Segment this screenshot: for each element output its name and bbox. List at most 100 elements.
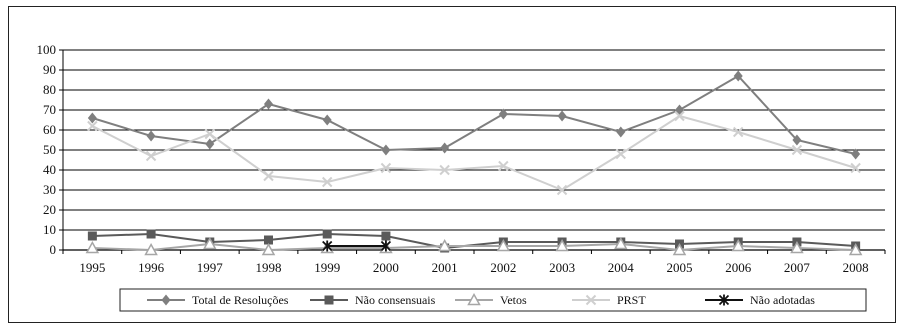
data-point bbox=[557, 110, 567, 122]
data-point bbox=[87, 120, 98, 132]
data-point bbox=[380, 162, 392, 174]
data-point bbox=[144, 242, 158, 256]
data-point bbox=[614, 236, 628, 250]
data-point bbox=[204, 128, 215, 140]
y-tick-label: 10 bbox=[43, 222, 56, 237]
series-line bbox=[92, 74, 856, 155]
marker-stroke bbox=[850, 162, 861, 174]
data-point bbox=[322, 176, 333, 188]
data-point bbox=[145, 150, 157, 162]
data-point bbox=[733, 126, 744, 138]
data-point bbox=[322, 114, 332, 126]
data-point bbox=[791, 144, 803, 156]
data-point bbox=[731, 238, 745, 252]
marker-stroke bbox=[733, 126, 744, 138]
data-point bbox=[850, 162, 861, 174]
legend-marker bbox=[161, 294, 171, 306]
data-point bbox=[440, 142, 450, 154]
x-tick-label: 2000 bbox=[373, 260, 399, 275]
marker-stroke bbox=[556, 184, 568, 196]
y-axis: 0 10 20 30 40 50 60 70 80 90 100 bbox=[37, 42, 64, 257]
marker-stroke bbox=[498, 160, 509, 172]
data-point bbox=[733, 70, 743, 82]
data-point bbox=[146, 130, 156, 142]
legend-label: Não adotadas bbox=[750, 293, 815, 307]
x-tick-label: 1997 bbox=[197, 260, 224, 275]
legend-item: Vetos bbox=[455, 292, 527, 307]
legend-label: Total de Resoluções bbox=[192, 293, 289, 307]
data-point bbox=[790, 240, 804, 254]
y-tick-label: 60 bbox=[43, 122, 56, 137]
data-point bbox=[146, 229, 156, 239]
data-point bbox=[205, 138, 215, 150]
data-point bbox=[87, 231, 97, 241]
legend-label: Vetos bbox=[500, 293, 527, 307]
x-tick-label: 2004 bbox=[608, 260, 635, 275]
x-tick-label: 1995 bbox=[79, 260, 105, 275]
data-point bbox=[848, 242, 863, 256]
marker-stroke bbox=[439, 164, 450, 176]
y-tick-label: 70 bbox=[43, 102, 56, 117]
series-line bbox=[91, 114, 856, 192]
x-tick-label: 2001 bbox=[432, 260, 458, 275]
y-tick-label: 20 bbox=[43, 202, 56, 217]
data-point bbox=[85, 240, 100, 254]
series-line bbox=[92, 242, 856, 252]
data-point bbox=[322, 229, 332, 239]
data-point bbox=[672, 242, 687, 256]
x-axis: 1995 1996 1997 1998 1999 2000 2001 2002 2003 2004… bbox=[62, 249, 886, 275]
marker-stroke bbox=[145, 150, 157, 162]
series-2 bbox=[85, 236, 863, 256]
data-point bbox=[203, 236, 217, 250]
legend-marker bbox=[718, 294, 730, 306]
marker-stroke bbox=[674, 110, 685, 122]
data-point bbox=[322, 240, 333, 252]
x-tick-label: 1998 bbox=[256, 260, 282, 275]
marker-stroke bbox=[204, 128, 215, 140]
data-point bbox=[264, 98, 273, 110]
data-point bbox=[615, 148, 626, 160]
x-tick-label: 2006 bbox=[725, 260, 752, 275]
data-point bbox=[261, 242, 276, 256]
data-point bbox=[437, 238, 452, 252]
marker-stroke bbox=[87, 120, 98, 132]
data-point bbox=[616, 126, 626, 138]
marker-stroke bbox=[791, 144, 803, 156]
gridlines bbox=[63, 49, 885, 251]
data-point bbox=[496, 238, 511, 252]
x-tick-label: 2008 bbox=[843, 260, 869, 275]
series-0 bbox=[87, 70, 861, 160]
data-point bbox=[264, 235, 273, 245]
legend-item: Não consensuais bbox=[310, 293, 436, 307]
y-tick-label: 100 bbox=[37, 42, 57, 57]
x-tick-label: 2005 bbox=[667, 260, 693, 275]
legend: Total de Resoluções Não consensuais Vetos P… bbox=[119, 288, 867, 312]
x-tick-label: 1999 bbox=[314, 260, 340, 275]
y-tick-label: 80 bbox=[43, 82, 56, 97]
data-point bbox=[792, 134, 802, 146]
legend-marker bbox=[324, 295, 334, 305]
x-tick-label: 2003 bbox=[549, 260, 575, 275]
x-tick-label: 1996 bbox=[138, 260, 165, 275]
data-point bbox=[381, 231, 391, 241]
data-point bbox=[498, 108, 508, 120]
legend-item: Não adotadas bbox=[705, 293, 815, 307]
legend-label: Não consensuais bbox=[355, 293, 436, 307]
series-4 bbox=[322, 240, 392, 252]
marker-stroke bbox=[322, 176, 333, 188]
marker-stroke bbox=[585, 294, 597, 306]
marker-stroke bbox=[615, 148, 626, 160]
data-point bbox=[380, 240, 392, 252]
marker-stroke bbox=[263, 170, 274, 182]
data-point bbox=[556, 184, 568, 196]
data-point bbox=[439, 164, 450, 176]
chart-frame: 0 10 20 30 40 50 60 70 80 90 100 1995 1996 1997 1998 1… bbox=[8, 6, 896, 323]
data-point bbox=[87, 112, 97, 124]
data-point bbox=[674, 110, 685, 122]
legend-item: PRST bbox=[572, 293, 646, 307]
y-tick-label: 90 bbox=[43, 62, 56, 77]
y-tick-label: 30 bbox=[43, 182, 56, 197]
x-tick-label: 2007 bbox=[784, 260, 811, 275]
data-point bbox=[498, 160, 509, 172]
